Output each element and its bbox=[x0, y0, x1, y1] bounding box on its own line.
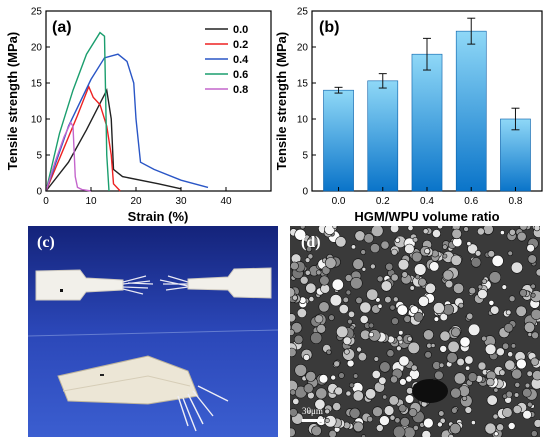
y-tick-label-b: 20 bbox=[297, 43, 309, 54]
y-tick-label-a: 15 bbox=[31, 79, 43, 90]
series-line-0.8 bbox=[45, 121, 92, 192]
y-tick-label-b: 5 bbox=[302, 151, 308, 162]
x-tick-label-a: 30 bbox=[175, 196, 187, 207]
x-tick-label-a: 40 bbox=[220, 196, 232, 207]
specimen-photo: (c) bbox=[28, 226, 278, 437]
y-tick-label-a: 10 bbox=[31, 115, 43, 126]
bar-0.6 bbox=[455, 30, 487, 192]
legend-label-0.8: 0.8 bbox=[233, 84, 248, 96]
plot-frame-a bbox=[45, 10, 272, 192]
bar-0.8 bbox=[500, 118, 531, 192]
legend-label-0.4: 0.4 bbox=[233, 54, 249, 66]
scale-bar-label: 30μm bbox=[302, 406, 323, 416]
x-tick-label-a: 20 bbox=[130, 196, 142, 207]
series-line-0.2 bbox=[45, 84, 121, 192]
panel-label-d: (d) bbox=[301, 234, 321, 251]
bar-0.2 bbox=[367, 80, 399, 192]
y-tick-label-a: 25 bbox=[31, 7, 43, 18]
x-tick-label-a: 10 bbox=[85, 196, 97, 207]
y-tick-label-b: 25 bbox=[297, 7, 309, 18]
y-tick-label-a: 0 bbox=[36, 187, 42, 198]
series-line-0.4 bbox=[45, 53, 209, 192]
panel-label-b: (b) bbox=[319, 19, 339, 36]
specimen-photo-graphic bbox=[28, 226, 278, 437]
y-tick-label-a: 20 bbox=[31, 43, 43, 54]
y-tick-label-a: 5 bbox=[36, 151, 42, 162]
legend-label-0.0: 0.0 bbox=[233, 24, 248, 36]
charts-canvas: 0 10 20 30 40 0 5 10 15 20 25 (a) Strain (%) Tens… bbox=[5, 7, 543, 224]
bar-chart: 0.0 0.2 0.4 0.6 0.8 0 5 10 15 20 25 (b) HGM/WPU v… bbox=[274, 7, 543, 224]
x-tick-label-b: 0.4 bbox=[420, 196, 434, 207]
x-axis-label-b: HGM/WPU volume ratio bbox=[354, 209, 499, 224]
x-tick-label-b: 0.0 bbox=[332, 196, 346, 207]
x-axis-label-a: Strain (%) bbox=[128, 209, 189, 224]
x-tick-label-b: 0.6 bbox=[464, 196, 478, 207]
panel-label-a: (a) bbox=[52, 19, 72, 36]
x-tick-label-b: 0.8 bbox=[509, 196, 523, 207]
x-tick-label-a: 0 bbox=[43, 196, 49, 207]
y-axis-label-a: Tensile strength (MPa) bbox=[5, 32, 20, 170]
bar-0.4 bbox=[411, 53, 443, 192]
series-line-0.6 bbox=[45, 31, 110, 192]
y-tick-label-b: 15 bbox=[297, 79, 309, 90]
sem-texture bbox=[290, 226, 540, 437]
legend-label-0.6: 0.6 bbox=[233, 69, 248, 81]
x-tick-label-b: 0.2 bbox=[376, 196, 390, 207]
scale-bar bbox=[302, 419, 324, 422]
y-tick-label-b: 10 bbox=[297, 115, 309, 126]
legend-a: 0.0 0.2 0.4 0.6 0.8 bbox=[205, 24, 249, 96]
legend-label-0.2: 0.2 bbox=[233, 39, 248, 51]
y-axis-label-b: Tensile strength (MPa) bbox=[274, 32, 289, 170]
y-tick-label-b: 0 bbox=[302, 187, 308, 198]
panel-label-c: (c) bbox=[37, 234, 55, 251]
stress-strain-chart: 0 10 20 30 40 0 5 10 15 20 25 (a) Strain (%) Tens… bbox=[5, 7, 272, 224]
sem-micrograph: (d) 30μm bbox=[290, 226, 540, 437]
bar-0.0 bbox=[323, 89, 354, 192]
